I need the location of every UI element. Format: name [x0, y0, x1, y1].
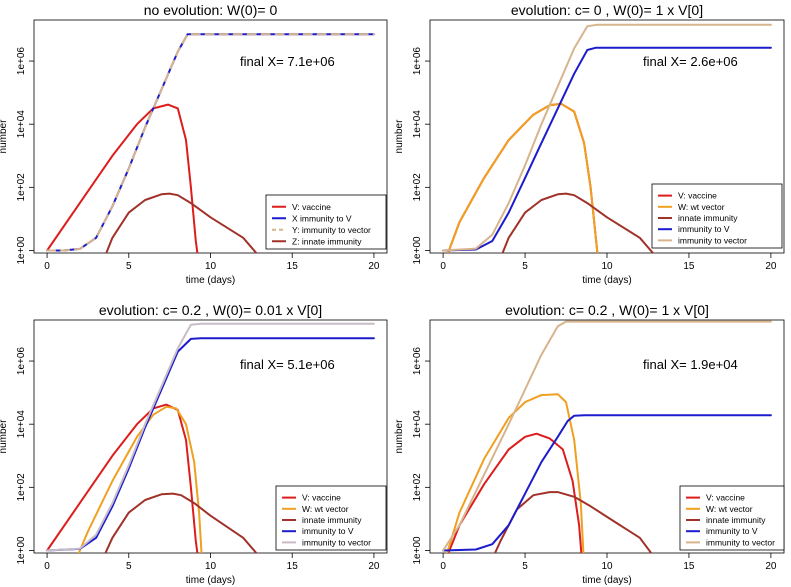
x-tick-label: 5 [522, 561, 528, 572]
final-x-annotation: final X= 7.1e+06 [240, 54, 335, 69]
y-tick-label: 1e+06 [412, 347, 423, 376]
legend-label: V: vaccine [678, 191, 717, 201]
series-group [46, 33, 375, 253]
legend-label: innate immunity [706, 515, 766, 525]
y-axis-label: number [394, 419, 405, 454]
chart-title: evolution: c= 0.2 , W(0)= 1 x V[0] [505, 302, 709, 318]
final-x-annotation: final X= 5.1e+06 [240, 357, 335, 372]
y-tick-label: 1e+06 [16, 47, 27, 76]
x-tick-label: 5 [522, 261, 528, 272]
series-line-3 [104, 492, 258, 553]
series-line-1 [46, 403, 199, 553]
legend-label: V: vaccine [292, 202, 331, 212]
y-tick-label: 1e+04 [412, 410, 423, 439]
legend-label: V: vaccine [706, 493, 745, 503]
final-x-annotation: final X= 2.6e+06 [643, 54, 738, 69]
x-axis-label: time (days) [582, 275, 631, 286]
x-tick-label: 0 [44, 561, 50, 572]
legend-label: Y: immunity to vector [292, 225, 371, 235]
series-line-5 [442, 23, 772, 252]
legend-label: V: vaccine [302, 493, 341, 503]
series-line-2 [446, 102, 599, 253]
legend-label: immunity to V [678, 224, 730, 234]
x-tick-label: 20 [765, 561, 777, 572]
chart-panel-3: evolution: c= 0.2 , W(0)= 0.01 x V[0] 0 5 1… [0, 302, 388, 586]
y-tick-label: 1e+06 [412, 47, 423, 76]
y-axis-label: number [0, 119, 9, 154]
x-tick-label: 10 [205, 561, 217, 572]
x-tick-label: 10 [601, 561, 613, 572]
legend-label: Z: innate immunity [292, 236, 362, 246]
legend-label: W: wt vector [678, 202, 725, 212]
legend-label: innate immunity [302, 515, 362, 525]
y-axis-label: number [0, 419, 9, 454]
series-line-4 [442, 414, 772, 552]
chart-panel-4: evolution: c= 0.2 , W(0)= 1 x V[0] 0 5 10 15… [394, 302, 785, 586]
series-group [442, 320, 772, 553]
chart-title: evolution: c= 0.2 , W(0)= 0.01 x V[0] [99, 302, 322, 318]
x-axis-label: time (days) [186, 275, 235, 286]
series-line-4 [105, 192, 258, 253]
x-tick-label: 15 [287, 561, 299, 572]
legend-label: X immunity to V [292, 213, 352, 223]
y-tick-label: 1e+06 [16, 347, 27, 376]
y-tick-label: 1e+00 [412, 236, 423, 265]
series-line-4 [442, 46, 772, 252]
x-tick-label: 0 [440, 261, 446, 272]
y-tick-label: 1e+02 [412, 473, 423, 502]
series-group [442, 23, 772, 253]
legend-label: W: wt vector [706, 504, 753, 514]
y-tick-label: 1e+04 [412, 110, 423, 139]
series-line-1 [447, 432, 583, 553]
y-tick-label: 1e+00 [412, 536, 423, 565]
x-axis-label: time (days) [582, 575, 631, 586]
chart-title: evolution: c= 0 , W(0)= 1 x V[0] [511, 2, 703, 18]
legend-box [651, 183, 783, 249]
final-x-annotation: final X= 1.9e+04 [643, 357, 738, 372]
x-tick-label: 0 [44, 261, 50, 272]
x-tick-label: 10 [601, 261, 613, 272]
y-tick-label: 1e+00 [16, 536, 27, 565]
series-line-2 [77, 405, 203, 553]
y-tick-label: 1e+04 [16, 110, 27, 139]
legend-label: innate immunity [678, 213, 738, 223]
series-line-4 [46, 337, 375, 552]
legend-label: immunity to vector [706, 537, 775, 547]
y-tick-label: 1e+02 [16, 173, 27, 202]
legend-box [265, 194, 387, 250]
y-tick-label: 1e+02 [16, 473, 27, 502]
legend-label: immunity to V [302, 526, 354, 536]
chart-panel-1: no evolution: W(0)= 0 0 5 10 15 20 time (days)… [0, 2, 388, 286]
chart-title: no evolution: W(0)= 0 [144, 2, 278, 18]
series-group [46, 322, 375, 553]
y-axis-label: number [394, 119, 405, 154]
legend-label: W: wt vector [302, 504, 349, 514]
y-tick-label: 1e+02 [412, 173, 423, 202]
x-tick-label: 20 [368, 261, 380, 272]
y-tick-label: 1e+00 [16, 236, 27, 265]
series-line-1 [46, 103, 199, 253]
y-tick-label: 1e+04 [16, 410, 27, 439]
legend-label: immunity to vector [302, 537, 371, 547]
x-tick-label: 0 [440, 561, 446, 572]
series-line-2 [446, 393, 585, 553]
series-line-3 [501, 192, 655, 253]
x-tick-label: 15 [287, 261, 299, 272]
x-tick-label: 5 [126, 261, 132, 272]
series-line-3 [46, 33, 375, 252]
legend-label: immunity to vector [678, 235, 747, 245]
x-tick-label: 10 [205, 261, 217, 272]
series-line-5 [442, 320, 772, 552]
x-tick-label: 5 [126, 561, 132, 572]
x-axis-label: time (days) [186, 575, 235, 586]
x-tick-label: 20 [368, 561, 380, 572]
x-tick-label: 15 [683, 261, 695, 272]
legend-label: immunity to V [706, 526, 758, 536]
series-line-5 [46, 322, 375, 552]
x-tick-label: 15 [683, 561, 695, 572]
chart-panel-2: evolution: c= 0 , W(0)= 1 x V[0] 0 5 10 15 20… [394, 2, 785, 286]
x-tick-label: 20 [765, 261, 777, 272]
